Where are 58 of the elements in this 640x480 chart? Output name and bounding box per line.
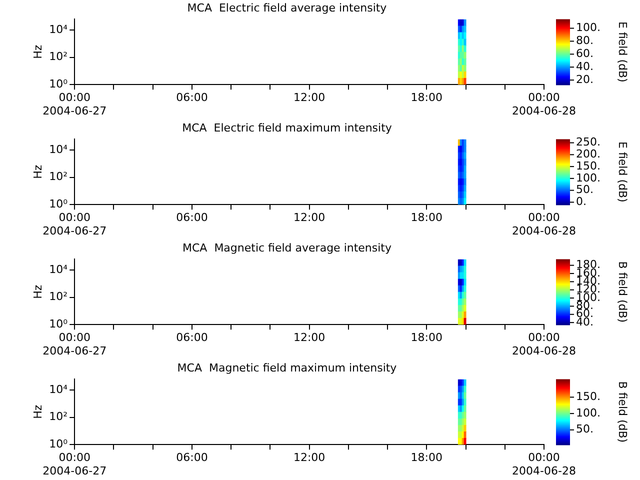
chart-title: MCA Electric field average intensity	[187, 1, 388, 14]
x-tick-label: 06:00	[176, 331, 208, 344]
y-axis-title: Hz	[31, 164, 44, 179]
color-bar-title: E field (dB)	[616, 22, 630, 82]
color-bar-label: 200.	[576, 148, 600, 161]
x-tick-label: 00:00 2004-06-27	[42, 91, 107, 118]
x-tick-label: 12:00	[293, 91, 326, 104]
y-tick-label: 10⁰	[49, 437, 68, 450]
y-tick-label: 10⁰	[49, 77, 68, 90]
y-tick-label: 10⁰	[49, 317, 68, 330]
y-axis-title: Hz	[31, 44, 44, 59]
chart-title: MCA Magnetic field maximum intensity	[177, 361, 398, 374]
y-tick-label: 10⁴	[49, 22, 68, 36]
x-tick-label: 00:00 2004-06-28	[512, 451, 576, 478]
x-tick-label: 12:00	[293, 331, 326, 344]
x-tick-label: 18:00	[410, 451, 443, 464]
y-tick-label: 10⁰	[49, 197, 68, 210]
x-tick-label: 00:00 2004-06-27	[42, 331, 107, 358]
color-bar-label: 250.	[576, 136, 600, 149]
color-bar-title: B field (dB)	[616, 381, 630, 443]
color-bar-label: 60.	[576, 47, 594, 60]
x-tick-label: 18:00	[410, 211, 443, 224]
x-tick-label: 00:00 2004-06-27	[42, 211, 107, 238]
y-tick-label: 10²	[49, 290, 68, 304]
color-bar-label: 0.	[576, 195, 586, 208]
color-bar-label: 50.	[576, 422, 594, 436]
color-bar-label: 80.	[576, 34, 594, 48]
y-axis-title: Hz	[31, 404, 44, 419]
x-tick-label: 06:00	[176, 211, 208, 224]
color-bar-label: 150.	[576, 390, 600, 404]
y-tick-label: 10⁴	[49, 382, 68, 396]
color-bar-label: 100.	[576, 21, 600, 34]
color-bar-label: 50.	[576, 183, 594, 196]
x-tick-label: 18:00	[410, 91, 443, 104]
y-tick-label: 10⁴	[49, 262, 68, 276]
y-tick-label: 10²	[49, 410, 68, 424]
chart-title: MCA Electric field maximum intensity	[182, 121, 392, 134]
x-tick-label: 06:00	[176, 91, 208, 104]
color-bar-label: 150.	[576, 159, 600, 172]
x-tick-label: 00:00 2004-06-28	[512, 331, 576, 358]
y-tick-label: 10⁴	[49, 142, 68, 156]
x-tick-label: 18:00	[410, 331, 443, 344]
x-tick-label: 00:00 2004-06-28	[512, 211, 576, 238]
y-tick-label: 10²	[49, 170, 68, 184]
x-tick-label: 00:00 2004-06-28	[512, 91, 576, 118]
y-axis-title: Hz	[31, 284, 44, 299]
x-tick-label: 12:00	[293, 451, 326, 464]
x-tick-label: 00:00 2004-06-27	[42, 451, 107, 478]
color-bar-title: B field (dB)	[616, 261, 630, 323]
y-tick-label: 10²	[49, 50, 68, 64]
chart-title: MCA Magnetic field average intensity	[182, 241, 392, 254]
color-bar-label: 100.	[576, 406, 600, 420]
x-tick-label: 06:00	[176, 451, 208, 464]
color-bar-title: E field (dB)	[616, 142, 630, 202]
color-bar-label: 100.	[576, 171, 600, 184]
color-bar-label: 20.	[576, 72, 594, 86]
x-tick-label: 12:00	[293, 211, 326, 224]
color-bar-label: 40.	[576, 60, 594, 73]
